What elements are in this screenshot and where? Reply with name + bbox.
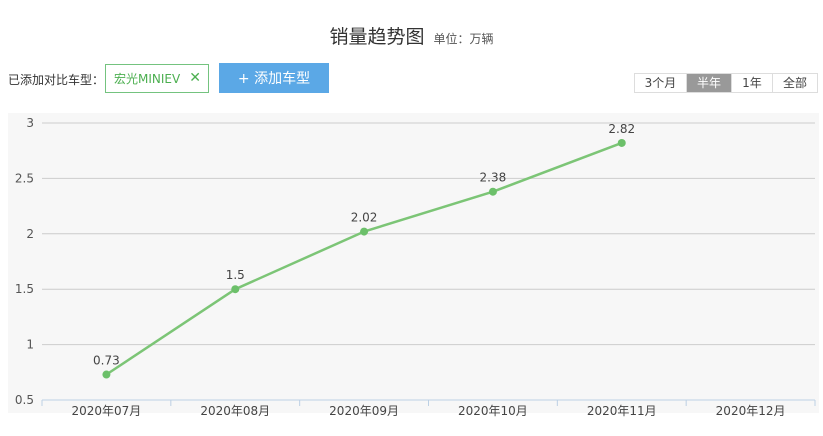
- y-tick-label: 1.5: [15, 282, 34, 296]
- data-point: [617, 138, 626, 147]
- x-tick-label: 2020年07月: [72, 404, 142, 418]
- close-icon[interactable]: ✕: [189, 70, 201, 86]
- compare-car-tag[interactable]: 宏光MINIEV ✕: [105, 64, 209, 93]
- range-option-half-year[interactable]: 半年: [686, 74, 731, 92]
- page-title: 销量趋势图: [329, 26, 425, 48]
- data-point: [102, 370, 111, 379]
- x-tick-label: 2020年10月: [458, 404, 528, 418]
- y-tick-label: 0.5: [15, 393, 34, 407]
- range-option-3-months[interactable]: 3个月: [635, 74, 686, 92]
- time-range-selector: 3个月 半年 1年 全部: [634, 73, 818, 93]
- y-tick-label: 2: [26, 227, 34, 241]
- y-tick-label: 3: [26, 116, 34, 130]
- car-tag-label: 宏光MINIEV: [114, 72, 181, 86]
- data-point: [360, 227, 369, 236]
- x-tick-label: 2020年11月: [587, 404, 657, 418]
- compare-label: 已添加对比车型：: [8, 73, 105, 87]
- x-tick-label: 2020年09月: [329, 404, 399, 418]
- add-car-button[interactable]: + 添加车型: [219, 63, 329, 93]
- range-option-1-year[interactable]: 1年: [731, 74, 772, 92]
- sales-line-chart: 0.5 1 1.5 2 2.5 3 2020年07月 2020年08月 2020年09月 2020…: [8, 113, 819, 418]
- data-label: 2.82: [608, 122, 635, 136]
- data-label: 2.02: [351, 211, 378, 225]
- plot-background: [8, 113, 819, 413]
- sales-chart: 0.5 1 1.5 2 2.5 3 2020年07月 2020年08月 2020年09月 2020…: [0, 113, 823, 436]
- x-tick-label: 2020年12月: [716, 404, 786, 418]
- x-tick-label: 2020年08月: [200, 404, 270, 418]
- data-label: 1.5: [226, 268, 245, 282]
- data-label: 0.73: [93, 354, 120, 368]
- range-option-all[interactable]: 全部: [772, 74, 817, 92]
- unit-label: 单位：万辆: [433, 32, 494, 46]
- y-tick-label: 2.5: [15, 171, 34, 185]
- data-label: 2.38: [480, 171, 507, 185]
- chart-header: 销量趋势图 单位：万辆: [0, 22, 823, 49]
- y-tick-label: 1: [26, 338, 34, 352]
- data-point: [488, 187, 497, 196]
- data-point: [231, 285, 240, 294]
